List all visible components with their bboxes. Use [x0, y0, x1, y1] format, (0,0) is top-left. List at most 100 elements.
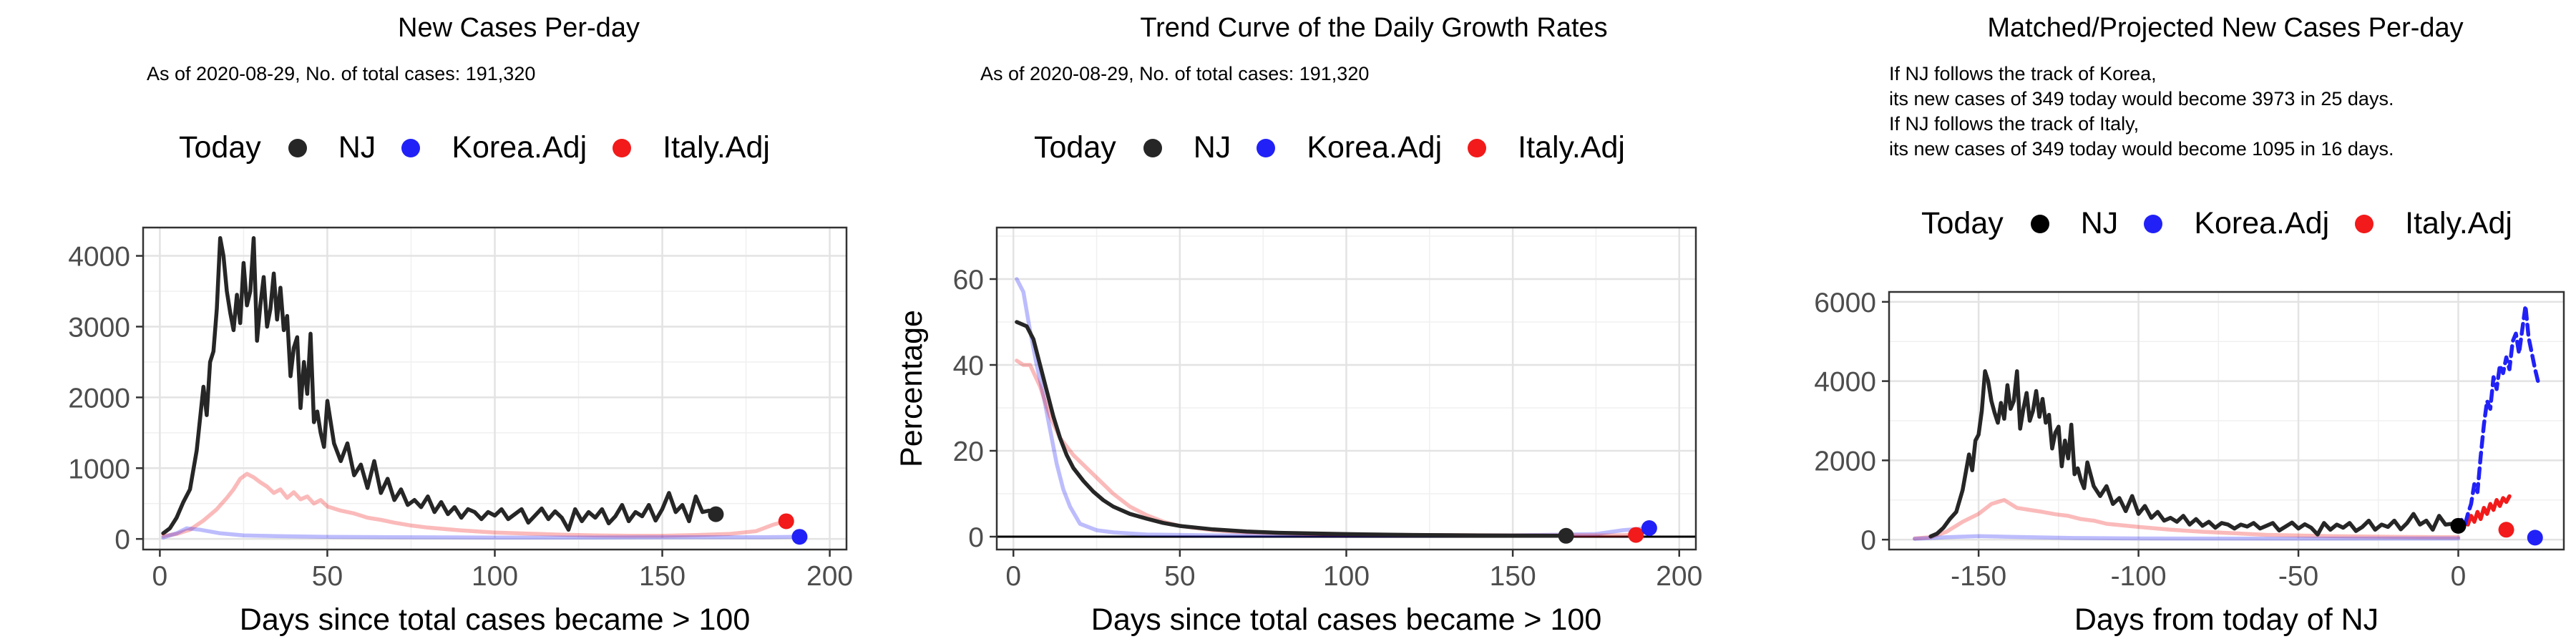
- chart-title: Trend Curve of the Daily Growth Rates: [1140, 13, 1608, 43]
- series-line-italy-adj: [1015, 358, 1639, 537]
- legend-label-italy: Italy.Adj: [1518, 130, 1625, 165]
- today-point-nj: [708, 506, 724, 522]
- series-line-korea-adj: [1015, 277, 1652, 537]
- y-tick-label: 2000: [1814, 446, 1876, 477]
- x-tick-label: -100: [2111, 561, 2167, 592]
- today-point-italy-adj: [2498, 522, 2514, 538]
- y-tick-label: 0: [114, 525, 130, 555]
- legend-label-korea: Korea.Adj: [2194, 206, 2330, 240]
- today-point-korea-adj: [2527, 530, 2543, 546]
- x-tick-label: -50: [2278, 561, 2318, 592]
- chart-subtitle: As of 2020-08-29, No. of total cases: 19…: [980, 63, 1370, 84]
- series-line-nj: [1928, 369, 2461, 539]
- legend-item-korea: Korea.Adj: [2144, 206, 2329, 241]
- legend-title: Today: [179, 130, 261, 165]
- chart-panel-projected: Matched/Projected New Cases Per-day If N…: [1717, 0, 2576, 644]
- x-tick-label: 150: [639, 561, 686, 592]
- y-tick-label: 4000: [1814, 367, 1876, 398]
- series-line-italy-adj: [161, 472, 789, 538]
- series-line-italy-adj-matched: [1913, 498, 2461, 541]
- y-tick-label: 20: [953, 436, 984, 467]
- x-axis-label: Days since total cases became > 100: [1091, 602, 1601, 637]
- legend-label-korea: Korea.Adj: [452, 130, 587, 165]
- chart-title: New Cases Per-day: [398, 13, 640, 43]
- x-axis-label: Days from today of NJ: [2074, 602, 2379, 637]
- series-line-korea-adj: [161, 526, 799, 540]
- x-tick-label: 100: [472, 561, 518, 592]
- chart-subtitle-line: If NJ follows the track of Italy,: [1889, 113, 2140, 135]
- series-line-nj: [1015, 320, 1568, 538]
- series-line-italy-adj-projected: [2456, 494, 2512, 528]
- chart-plot-projected: -150 -100 -50 0 0 2000 4000 6000 Days from today…: [1814, 288, 2565, 637]
- series-line-nj: [161, 236, 718, 536]
- today-point-korea-adj: [791, 529, 808, 545]
- legend-item-italy: Italy.Adj: [1468, 130, 1625, 165]
- legend-item-nj: NJ: [1143, 130, 1231, 165]
- chart-legend: Today NJ Korea.Adj Italy.Adj: [1921, 206, 2538, 241]
- legend-dot-nj: [288, 138, 307, 157]
- y-tick-label: 0: [968, 522, 984, 553]
- legend-title: Today: [1921, 206, 2004, 240]
- legend-dot-korea: [1257, 138, 1276, 157]
- y-axis-label: Percentage: [894, 310, 929, 467]
- x-tick-label: -150: [1951, 561, 2006, 592]
- chart-title: Matched/Projected New Cases Per-day: [1987, 13, 2464, 43]
- chart-panel-new-cases: New Cases Per-day As of 2020-08-29, No. …: [0, 0, 859, 644]
- legend-dot-nj: [2030, 214, 2049, 233]
- series-line-korea-adj-projected: [2456, 303, 2540, 528]
- series-line-korea-adj-matched: [1913, 534, 2461, 541]
- legend-item-korea: Korea.Adj: [401, 130, 587, 165]
- y-tick-label: 4000: [68, 242, 130, 273]
- y-tick-label: 40: [953, 351, 984, 381]
- legend-label-nj: NJ: [1193, 130, 1231, 165]
- legend-label-nj: NJ: [338, 130, 376, 165]
- chart-subtitle-line: If NJ follows the track of Korea,: [1889, 63, 2157, 84]
- x-tick-label: 100: [1323, 561, 1370, 592]
- today-point-korea-adj: [1641, 520, 1657, 536]
- y-tick-label: 3000: [68, 312, 130, 343]
- chart-subtitle-line: its new cases of 349 today would become …: [1889, 138, 2394, 160]
- chart-plot-growth-rates: 0 50 100 150 200 0 20 40 60 Days since total case…: [894, 226, 1702, 637]
- y-tick-label: 60: [953, 265, 984, 296]
- legend-item-italy: Italy.Adj: [2355, 206, 2512, 241]
- y-tick-label: 6000: [1814, 288, 1876, 318]
- legend-dot-nj: [1143, 138, 1162, 157]
- x-tick-label: 150: [1490, 561, 1536, 592]
- legend-label-korea: Korea.Adj: [1307, 130, 1443, 165]
- x-tick-label: 200: [806, 561, 853, 592]
- y-tick-label: 0: [1860, 525, 1876, 556]
- today-point-nj: [1558, 527, 1574, 544]
- legend-item-nj: NJ: [2030, 206, 2119, 241]
- chart-legend: Today NJ Korea.Adj Italy.Adj: [179, 130, 796, 165]
- today-point-italy-adj: [778, 513, 794, 530]
- chart-panel-growth-rates: Trend Curve of the Daily Growth Rates As…: [859, 0, 1717, 644]
- legend-item-italy: Italy.Adj: [613, 130, 770, 165]
- chart-subtitle-line: its new cases of 349 today would become …: [1889, 88, 2394, 109]
- legend-item-korea: Korea.Adj: [1257, 130, 1442, 165]
- x-tick-label: 0: [152, 561, 168, 592]
- legend-label-italy: Italy.Adj: [663, 130, 770, 165]
- legend-dot-italy: [2355, 214, 2374, 233]
- legend-dot-italy: [1468, 138, 1487, 157]
- x-tick-label: 50: [1164, 561, 1195, 592]
- legend-dot-korea: [401, 138, 421, 157]
- today-point-italy-adj: [1628, 527, 1644, 543]
- legend-label-nj: NJ: [2080, 206, 2119, 240]
- chart-legend: Today NJ Korea.Adj Italy.Adj: [1034, 130, 1651, 165]
- legend-label-italy: Italy.Adj: [2405, 206, 2512, 240]
- plot-border: [1888, 291, 2565, 551]
- legend-dot-korea: [2144, 214, 2163, 233]
- chart-subtitle: As of 2020-08-29, No. of total cases: 19…: [147, 63, 536, 84]
- x-tick-label: 0: [2451, 561, 2467, 592]
- x-axis-label: Days since total cases became > 100: [240, 602, 750, 637]
- x-tick-label: 200: [1656, 561, 1702, 592]
- x-tick-label: 50: [312, 561, 343, 592]
- y-tick-label: 2000: [68, 383, 130, 414]
- legend-title: Today: [1034, 130, 1116, 165]
- x-tick-label: 0: [1005, 561, 1021, 592]
- legend-item-nj: NJ: [288, 130, 376, 165]
- y-tick-label: 1000: [68, 454, 130, 484]
- today-point-nj: [2450, 517, 2467, 534]
- legend-dot-italy: [613, 138, 632, 157]
